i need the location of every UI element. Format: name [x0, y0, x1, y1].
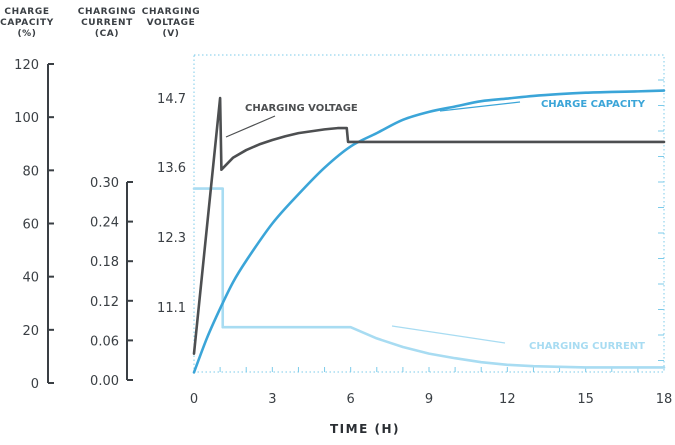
series-layer	[192, 89, 666, 374]
current-axis-title: CHARGING	[78, 7, 137, 17]
capacity-axis-title: CAPACITY	[0, 18, 54, 28]
annotation-layer: CHARGING VOLTAGE CHARGE CAPACITY CHARGING …	[225, 99, 646, 352]
current-tick-label: 0.12	[90, 295, 119, 310]
capacity-axis-title: (%)	[17, 29, 36, 39]
capacity-tick-label: 60	[22, 218, 39, 233]
capacity-tick-label: 100	[14, 111, 39, 126]
voltage-tick-label: 12.3	[157, 231, 186, 246]
current-series-line	[192, 187, 666, 369]
voltage-tick-label: 11.1	[157, 301, 186, 316]
current-tick-label: 0.06	[90, 334, 119, 349]
annotation-label: CHARGING VOLTAGE	[245, 103, 358, 114]
annotation-leader-line	[225, 115, 276, 138]
annotation-leader-line	[439, 101, 521, 112]
capacity-axis-title: CHARGE	[4, 7, 49, 17]
x-tick-label: 0	[190, 392, 198, 407]
current-tick-label: 0.30	[90, 176, 119, 191]
x-tick-label: 18	[656, 392, 673, 407]
x-tick-label: 15	[577, 392, 594, 407]
annotation-label: CHARGING CURRENT	[529, 341, 645, 352]
x-tick-label: 12	[499, 392, 516, 407]
capacity-series-line	[192, 89, 666, 374]
plot-frame	[193, 54, 665, 373]
x-tick-label: 9	[425, 392, 433, 407]
voltage-series-line	[192, 96, 666, 355]
current-axis-title: (CA)	[95, 29, 119, 39]
annotation-label: CHARGE CAPACITY	[541, 99, 646, 110]
voltage-axis-title: CHARGING	[142, 7, 201, 17]
capacity-tick-label: 80	[22, 164, 39, 179]
capacity-tick-label: 20	[22, 324, 39, 339]
axes-layer: 0 3 6 9 12 15 18CHARGECAPACITY(%)CHARGINGCURRE…	[0, 7, 672, 407]
x-tick-label: 3	[268, 392, 276, 407]
voltage-tick-label: 13.6	[157, 161, 186, 176]
capacity-tick-label: 120	[14, 58, 39, 73]
current-tick-label: 0.18	[90, 255, 119, 270]
voltage-tick-label: 14.7	[157, 92, 186, 107]
annotation-leader-line	[391, 325, 506, 344]
current-tick-label: 0.00	[90, 374, 119, 389]
current-tick-label: 0.24	[90, 216, 119, 231]
voltage-axis-title: VOLTAGE	[147, 18, 196, 28]
voltage-axis-title: (V)	[163, 29, 180, 39]
capacity-tick-label: 40	[22, 271, 39, 286]
current-axis-title: CURRENT	[81, 18, 133, 28]
x-axis-title: TIME (H)	[330, 422, 400, 436]
capacity-tick-label: 0	[31, 377, 39, 392]
x-tick-label: 6	[347, 392, 355, 407]
